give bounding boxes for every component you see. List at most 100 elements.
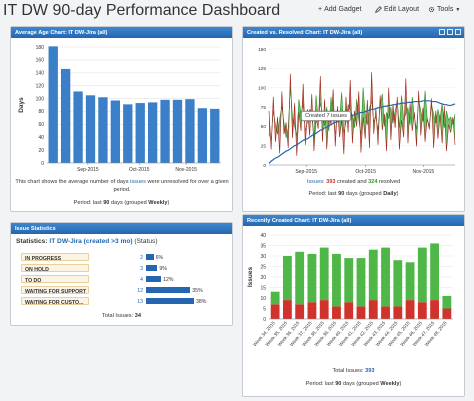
panel-title: Issue Statistics xyxy=(15,225,56,232)
status-count[interactable]: 3 xyxy=(140,265,143,272)
x-tick-label: Sep-2015 xyxy=(77,167,99,173)
status-label[interactable]: IN PROGRESS xyxy=(21,253,89,261)
chart-description: This chart shows the average number of d… xyxy=(15,179,229,193)
tools-menu-button[interactable]: Tools ▼ xyxy=(428,6,460,13)
statistics-row[interactable]: TO DO 4 12% xyxy=(21,275,221,284)
bar-stacked xyxy=(295,251,305,305)
dashboard-header: IT DW 90-day Performance Dashboard + Add… xyxy=(0,0,474,24)
panel-title: Average Age Chart: IT DW-Jira (all) xyxy=(15,29,108,36)
y-axis-label: Days xyxy=(18,97,25,113)
bar xyxy=(210,108,220,163)
bar-created xyxy=(442,308,452,319)
bar-stacked xyxy=(332,253,341,307)
edit-layout-label: Edit Layout xyxy=(384,6,420,13)
statistics-row[interactable]: WAITING FOR SUPPORT 12 35% xyxy=(21,286,221,295)
issues-link[interactable]: Issues xyxy=(306,179,323,185)
y-tick-label: 100 xyxy=(258,85,266,91)
bar xyxy=(135,103,145,163)
area-segment xyxy=(401,95,404,138)
bar-stacked xyxy=(282,256,292,301)
minimize-icon[interactable] xyxy=(447,29,453,35)
bar-stacked xyxy=(356,258,366,307)
add-gadget-label: Add Gadget xyxy=(324,6,362,13)
created-series-line xyxy=(268,72,456,156)
total-issues: Total Issues: 393 xyxy=(332,368,375,374)
status-count[interactable]: 2 xyxy=(140,254,143,261)
bar-created xyxy=(270,304,280,319)
bar-stacked xyxy=(319,247,329,301)
y-tick-label: 40 xyxy=(38,135,44,141)
created-vs-resolved-chart: 0 25 50 75 100 125 150 Sep-2015 Oct-2015 Nov-2015 xyxy=(258,47,456,175)
bar-stacked xyxy=(417,247,427,303)
filter-link[interactable]: IT DW-Jira (created >3 mo) xyxy=(49,238,133,245)
area-segment xyxy=(356,91,359,127)
y-tick-label: 80 xyxy=(38,109,44,115)
y-tick-label: 125 xyxy=(258,66,266,72)
add-gadget-button[interactable]: + Add Gadget xyxy=(318,6,361,13)
area-segment xyxy=(298,99,302,131)
status-count[interactable]: 4 xyxy=(140,276,143,283)
x-tick-label: Oct-2015 xyxy=(129,167,150,173)
status-label[interactable]: WAITING FOR CUSTO... xyxy=(21,297,89,305)
tools-label: Tools xyxy=(437,6,454,13)
status-label[interactable]: TO DO xyxy=(21,275,89,283)
area-segment xyxy=(363,87,366,139)
status-percent: 9% xyxy=(159,265,167,272)
refresh-icon[interactable] xyxy=(439,29,445,35)
bar xyxy=(123,104,133,163)
edit-layout-button[interactable]: Edit Layout xyxy=(375,6,419,13)
status-label[interactable]: WAITING FOR SUPPORT xyxy=(21,286,89,294)
y-tick-label: 25 xyxy=(260,264,266,270)
status-label[interactable]: ON HOLD xyxy=(21,264,89,272)
y-tick-label: 120 xyxy=(36,83,45,89)
x-tick-label: Oct-2015 xyxy=(355,169,376,175)
bar-stacked xyxy=(430,243,440,301)
issues-link[interactable]: issues xyxy=(130,179,146,185)
y-tick-label: 180 xyxy=(36,45,45,51)
maximize-icon[interactable] xyxy=(455,29,461,35)
period-text: Period: last 90 days (grouped Weekly) xyxy=(73,200,170,206)
statistics-row[interactable]: IN PROGRESS 2 6% xyxy=(21,253,221,262)
status-percent-bar xyxy=(146,287,191,293)
panel-title: Recently Created Chart: IT DW-Jira (all) xyxy=(247,217,352,224)
bar xyxy=(73,91,83,163)
statistics-row[interactable]: ON HOLD 3 9% xyxy=(21,264,221,273)
y-tick-label: 75 xyxy=(261,105,267,111)
bar-stacked xyxy=(270,291,280,305)
y-tick-label: 15 xyxy=(260,285,266,291)
total-issues: Total Issues: 34 xyxy=(102,313,141,319)
period-text: Period: last 90 days (grouped Weekly) xyxy=(305,381,402,387)
panel-controls xyxy=(439,29,461,35)
y-tick-label: 160 xyxy=(36,58,45,64)
status-percent: 38% xyxy=(196,298,207,305)
bar-created xyxy=(344,302,354,319)
y-tick-label: 50 xyxy=(261,124,267,130)
bar-created xyxy=(393,306,403,319)
bar-stacked xyxy=(381,247,390,307)
bar-created xyxy=(417,302,427,319)
bar-created xyxy=(381,306,390,319)
y-tick-label: 100 xyxy=(36,96,45,102)
y-tick-label: 5 xyxy=(263,306,266,312)
y-tick-label: 25 xyxy=(261,143,267,149)
trend-series-line xyxy=(268,100,456,164)
area-segment xyxy=(412,96,415,131)
area-segment xyxy=(448,117,451,133)
bar xyxy=(60,68,71,163)
bar-stacked xyxy=(307,253,317,303)
status-count[interactable]: 12 xyxy=(137,287,143,294)
recently-created-panel: Recently Created Chart: IT DW-Jira (all)… xyxy=(242,214,465,397)
y-tick-label: 0 xyxy=(263,163,266,169)
panel-header: Recently Created Chart: IT DW-Jira (all) xyxy=(243,215,464,226)
statistics-heading: Statistics: IT DW-Jira (created >3 mo) (… xyxy=(16,238,158,245)
statistics-row[interactable]: WAITING FOR CUSTO... 13 38% xyxy=(21,297,221,306)
resolved-series-line xyxy=(268,87,456,141)
status-percent-bar xyxy=(146,265,158,271)
status-count[interactable]: 13 xyxy=(137,298,143,305)
y-tick-label: 0 xyxy=(41,161,44,167)
status-percent-bar xyxy=(146,276,162,282)
status-percent-bar xyxy=(146,298,194,304)
panel-title: Created vs. Resolved Chart: IT DW-Jira (… xyxy=(247,29,363,36)
y-tick-label: 0 xyxy=(263,317,266,323)
bar xyxy=(147,102,158,163)
